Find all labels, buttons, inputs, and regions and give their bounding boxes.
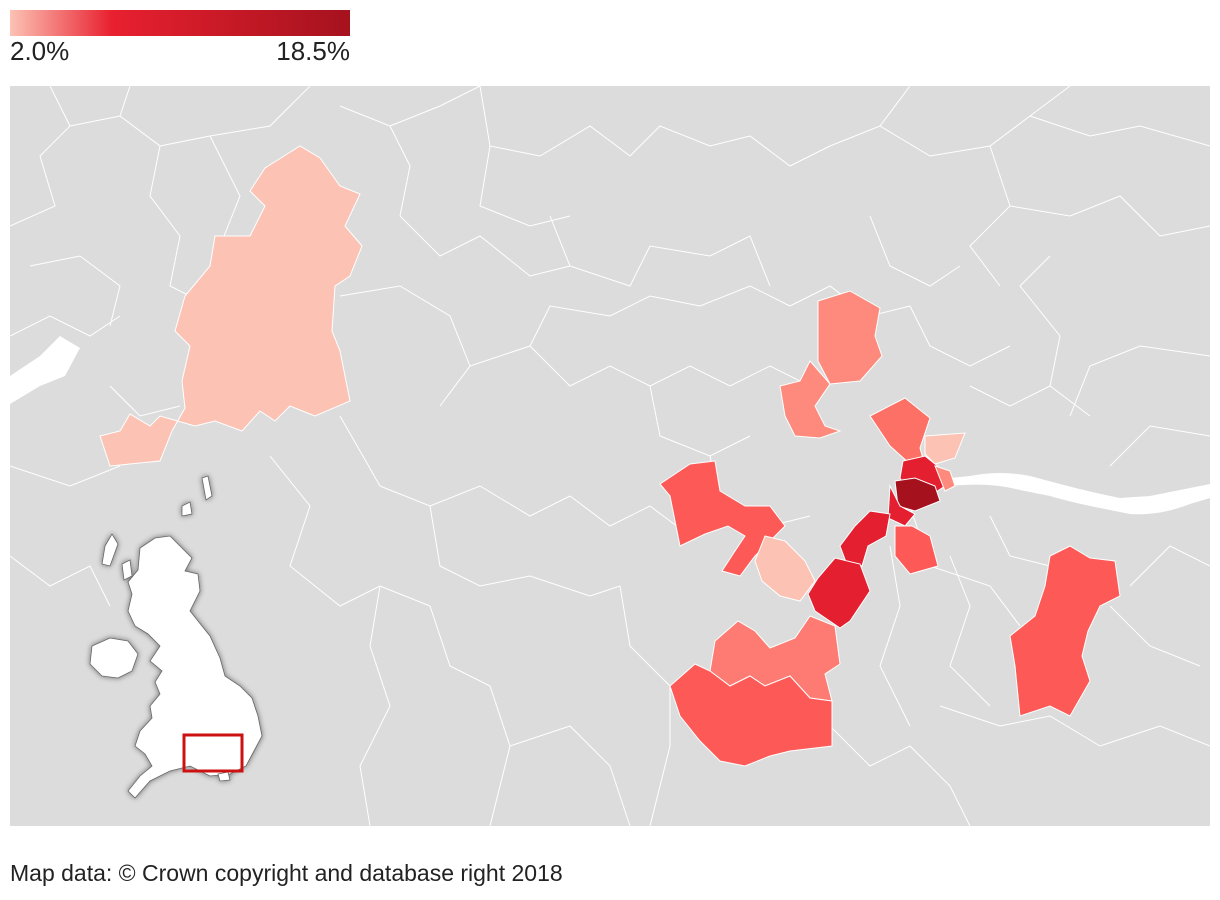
district-region-5 bbox=[924, 432, 966, 465]
river-thames bbox=[10, 336, 1210, 515]
choropleth-map bbox=[10, 86, 1210, 826]
district-region-16 bbox=[669, 663, 833, 767]
district-region-13 bbox=[659, 460, 786, 577]
island-orkney bbox=[181, 501, 193, 517]
legend-gradient-bar bbox=[10, 10, 350, 36]
district-boundaries bbox=[10, 86, 1210, 826]
inset-highlight-box bbox=[182, 733, 244, 773]
district-region-2 bbox=[817, 290, 883, 385]
great-britain-outline bbox=[127, 535, 263, 799]
color-legend: 2.0% 18.5% bbox=[10, 10, 350, 66]
highlighted-districts bbox=[99, 145, 1121, 767]
island-outer-hebrides bbox=[101, 533, 119, 567]
legend-min-label: 2.0% bbox=[10, 36, 70, 66]
district-region-11 bbox=[894, 525, 939, 575]
district-region-9 bbox=[934, 465, 956, 492]
district-region-1 bbox=[99, 145, 363, 467]
district-region-14 bbox=[754, 535, 816, 602]
map-credit: Map data: © Crown copyright and database… bbox=[10, 860, 563, 886]
district-region-12 bbox=[807, 557, 871, 629]
island-shetland bbox=[201, 475, 213, 501]
district-region-8 bbox=[887, 484, 916, 527]
district-region-17 bbox=[1009, 545, 1121, 717]
district-region-10 bbox=[839, 510, 891, 567]
northern-ireland-outline bbox=[89, 637, 139, 679]
legend-max-label: 18.5% bbox=[276, 36, 350, 66]
map-canvas bbox=[10, 86, 1210, 826]
island-wight bbox=[217, 771, 231, 782]
district-region-4 bbox=[869, 397, 931, 467]
island-skye bbox=[121, 559, 133, 581]
uk-inset-map bbox=[89, 475, 263, 799]
district-region-3 bbox=[779, 360, 842, 439]
